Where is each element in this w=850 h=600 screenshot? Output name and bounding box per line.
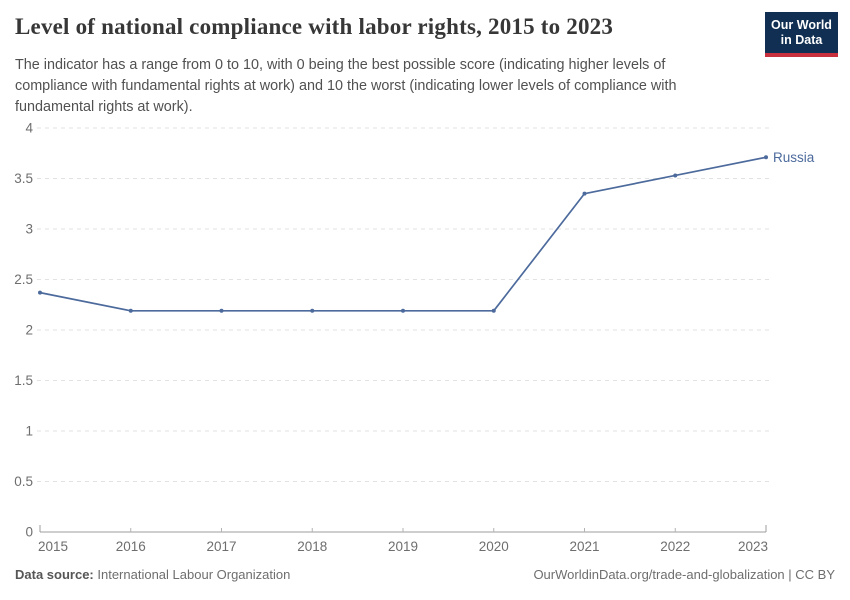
x-tick-label: 2017: [206, 539, 236, 554]
x-tick-label: 2016: [116, 539, 146, 554]
y-tick-label: 1: [25, 424, 33, 439]
owid-logo-line1: Our World: [771, 18, 832, 32]
chart-subtitle-line: fundamental rights at work).: [15, 99, 193, 115]
data-source-value: International Labour Organization: [97, 567, 291, 582]
x-tick-label: 2018: [297, 539, 327, 554]
data-point: [673, 173, 678, 178]
series-end-label: Russia: [773, 150, 815, 165]
x-tick-label: 2021: [569, 539, 599, 554]
chart-subtitle-line: compliance with fundamental rights at wo…: [15, 78, 677, 94]
y-tick-label: 0: [25, 525, 33, 540]
data-point: [491, 308, 496, 313]
y-tick-label: 4: [25, 121, 33, 136]
chart-subtitle: The indicator has a range from 0 to 10, …: [15, 55, 727, 118]
data-point: [38, 290, 42, 295]
owid-logo[interactable]: Our World in Data: [765, 12, 838, 57]
data-point: [128, 308, 133, 313]
data-source: Data source: International Labour Organi…: [15, 567, 290, 582]
data-point: [219, 308, 224, 313]
data-source-label: Data source:: [15, 567, 94, 582]
series-line-russia: [39, 156, 767, 312]
x-tick-label: 2015: [38, 539, 68, 554]
owid-logo-line2: in Data: [780, 33, 823, 47]
data-point: [764, 155, 768, 160]
y-tick-label: 2.5: [14, 272, 33, 287]
owid-attribution-link[interactable]: OurWorldinData.org/trade-and-globalizati…: [533, 567, 835, 582]
y-tick-label: 3.5: [14, 171, 33, 186]
x-tick-label: 2019: [388, 539, 418, 554]
chart-title: Level of national compliance with labor …: [15, 14, 614, 39]
data-point: [401, 308, 405, 313]
y-tick-label: 1.5: [14, 373, 33, 388]
chart-footer: Data source: International Labour Organi…: [15, 567, 835, 582]
x-tick-label: 2023: [738, 539, 768, 554]
x-tick-label: 2020: [479, 539, 509, 554]
chart-subtitle-line: The indicator has a range from 0 to 10, …: [15, 57, 666, 73]
compliance-line-chart: 0 0.5 1 1.5 2 2.5 3 3.5 4 2015 2016 2017 2018 2019 202…: [14, 121, 815, 555]
x-tick-label: 2022: [660, 539, 690, 554]
data-point: [582, 191, 587, 196]
y-tick-label: 2: [25, 323, 33, 338]
y-tick-label: 3: [25, 222, 33, 237]
data-point: [310, 308, 315, 313]
y-tick-label: 0.5: [14, 474, 33, 489]
